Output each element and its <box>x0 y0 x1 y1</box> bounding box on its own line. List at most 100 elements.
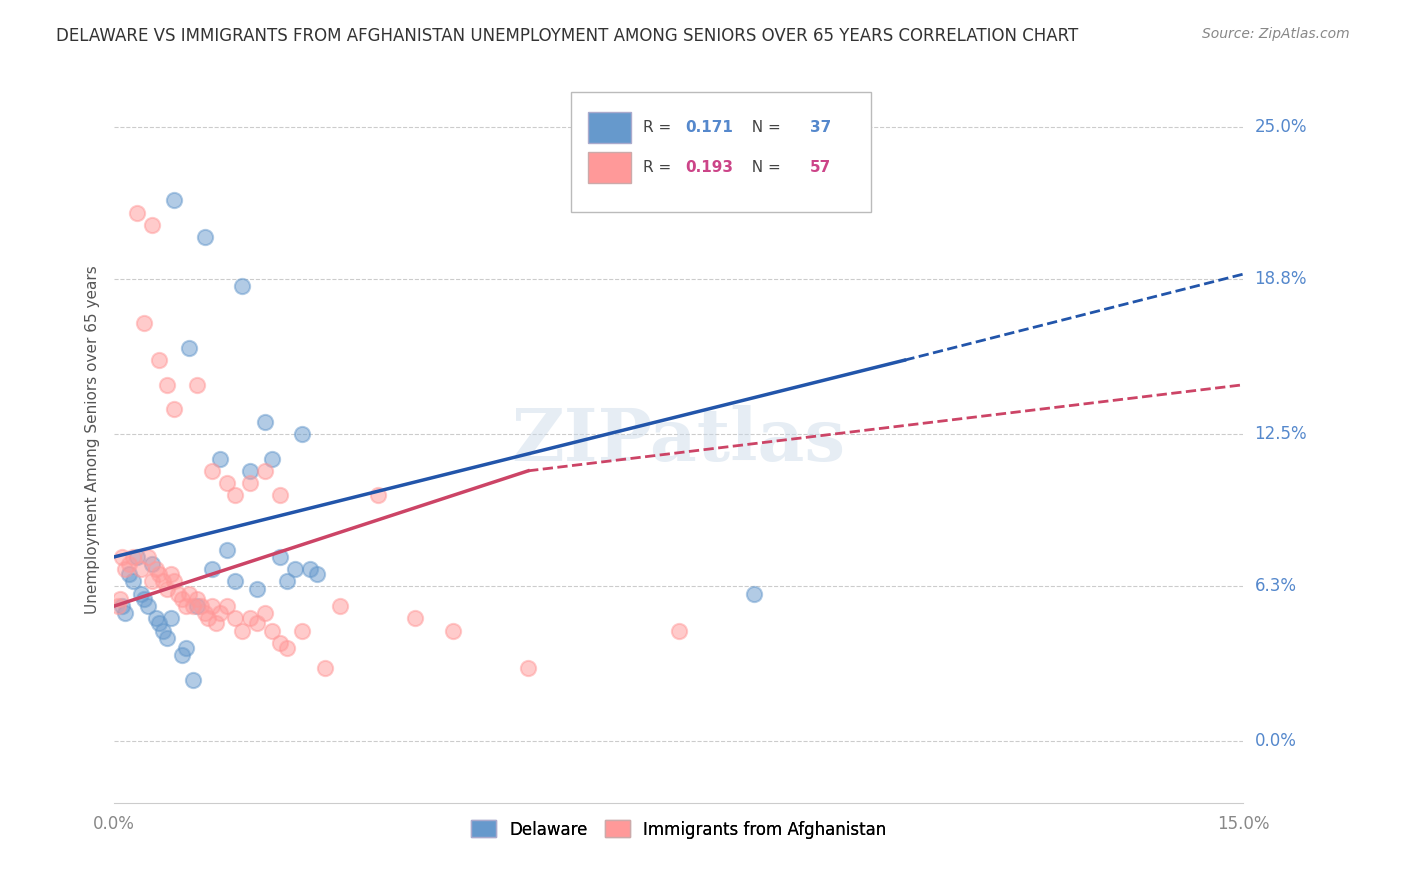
Point <box>193 607 215 621</box>
Point <box>156 582 179 596</box>
Point <box>159 611 181 625</box>
Point <box>201 464 224 478</box>
Point <box>181 599 204 613</box>
Point <box>329 599 352 613</box>
Point <box>141 574 163 589</box>
Point <box>145 611 167 625</box>
Text: 0.193: 0.193 <box>686 160 734 175</box>
Point <box>742 587 765 601</box>
Point <box>114 562 136 576</box>
Point <box>186 591 208 606</box>
Text: ZIPatlas: ZIPatlas <box>512 405 846 475</box>
Point <box>276 574 298 589</box>
Point <box>298 562 321 576</box>
Point <box>181 673 204 687</box>
Point <box>186 599 208 613</box>
Y-axis label: Unemployment Among Seniors over 65 years: Unemployment Among Seniors over 65 years <box>86 266 100 615</box>
FancyBboxPatch shape <box>588 153 631 183</box>
Point <box>314 660 336 674</box>
Point <box>291 624 314 638</box>
Point <box>129 562 152 576</box>
Point <box>156 377 179 392</box>
Point <box>108 591 131 606</box>
Point <box>197 611 219 625</box>
Point <box>122 574 145 589</box>
Point <box>136 549 159 564</box>
Point <box>163 574 186 589</box>
Point <box>367 488 389 502</box>
Text: R =: R = <box>643 120 676 135</box>
Point <box>125 549 148 564</box>
Text: 18.8%: 18.8% <box>1254 270 1308 288</box>
Point <box>118 558 141 572</box>
Point <box>114 607 136 621</box>
Text: 37: 37 <box>810 120 831 135</box>
Point <box>167 587 190 601</box>
Point <box>141 218 163 232</box>
Point <box>217 476 239 491</box>
Point <box>307 567 329 582</box>
Text: R =: R = <box>643 160 676 175</box>
Point <box>190 599 212 613</box>
Point <box>163 402 186 417</box>
Text: N =: N = <box>742 160 786 175</box>
Point <box>253 464 276 478</box>
Point <box>170 591 193 606</box>
Point <box>291 426 314 441</box>
Point <box>163 194 186 208</box>
Point <box>179 587 201 601</box>
Point <box>193 230 215 244</box>
Point <box>262 451 284 466</box>
Point <box>204 616 226 631</box>
Point <box>668 624 690 638</box>
Point <box>231 279 253 293</box>
Point <box>129 587 152 601</box>
Point <box>111 549 134 564</box>
Point <box>253 607 276 621</box>
Point <box>224 574 246 589</box>
Point <box>148 353 170 368</box>
Point <box>136 599 159 613</box>
Point <box>269 636 291 650</box>
Text: DELAWARE VS IMMIGRANTS FROM AFGHANISTAN UNEMPLOYMENT AMONG SENIORS OVER 65 YEARS: DELAWARE VS IMMIGRANTS FROM AFGHANISTAN … <box>56 27 1078 45</box>
FancyBboxPatch shape <box>571 92 870 211</box>
Point <box>145 562 167 576</box>
Point <box>441 624 464 638</box>
Point <box>125 205 148 219</box>
Point <box>122 549 145 564</box>
Point <box>208 607 231 621</box>
Point <box>217 599 239 613</box>
Point <box>107 599 129 613</box>
Text: 25.0%: 25.0% <box>1254 118 1308 136</box>
Point <box>404 611 426 625</box>
Point <box>201 562 224 576</box>
Text: 6.3%: 6.3% <box>1254 577 1296 595</box>
Text: 0.171: 0.171 <box>686 120 734 135</box>
Point <box>118 567 141 582</box>
Point <box>159 567 181 582</box>
Text: 12.5%: 12.5% <box>1254 425 1308 443</box>
Text: 0.0%: 0.0% <box>1254 732 1296 750</box>
Point <box>152 624 174 638</box>
Point <box>224 611 246 625</box>
Legend: Delaware, Immigrants from Afghanistan: Delaware, Immigrants from Afghanistan <box>464 814 893 846</box>
Text: N =: N = <box>742 120 786 135</box>
Text: Source: ZipAtlas.com: Source: ZipAtlas.com <box>1202 27 1350 41</box>
Point <box>224 488 246 502</box>
Point <box>239 476 262 491</box>
Point <box>276 640 298 655</box>
FancyBboxPatch shape <box>588 112 631 143</box>
Point <box>148 616 170 631</box>
Point <box>170 648 193 663</box>
Point <box>201 599 224 613</box>
Point <box>269 488 291 502</box>
Point <box>253 415 276 429</box>
Point <box>246 616 269 631</box>
Point <box>269 549 291 564</box>
Point <box>208 451 231 466</box>
Point <box>186 377 208 392</box>
Point <box>156 631 179 645</box>
Point <box>134 316 156 330</box>
Point <box>134 591 156 606</box>
Text: 15.0%: 15.0% <box>1216 815 1270 833</box>
